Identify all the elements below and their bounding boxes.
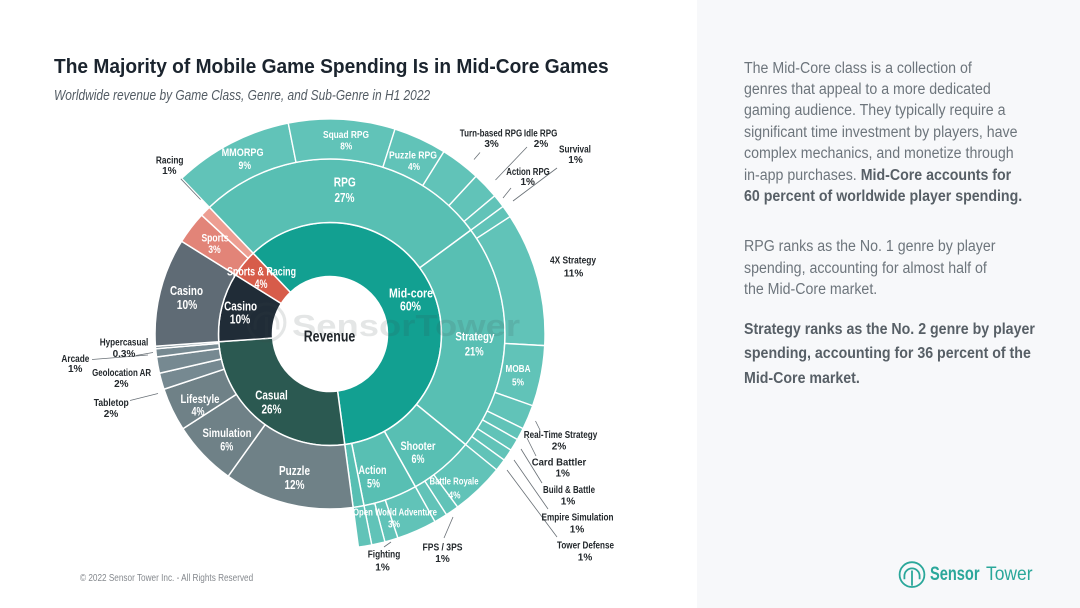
svg-text:Real-Time Strategy: Real-Time Strategy	[524, 430, 598, 441]
svg-text:Idle RPG: Idle RPG	[524, 128, 558, 139]
svg-text:9%: 9%	[239, 160, 252, 172]
svg-text:Lifestyle: Lifestyle	[181, 392, 220, 406]
svg-text:Sports & Racing: Sports & Racing	[227, 267, 296, 279]
svg-text:Tower Defense: Tower Defense	[557, 541, 614, 552]
svg-text:Build & Battle: Build & Battle	[543, 485, 595, 496]
svg-text:RPG: RPG	[334, 175, 356, 189]
svg-text:12%: 12%	[285, 478, 305, 492]
svg-text:1%: 1%	[578, 552, 593, 563]
svg-text:1%: 1%	[375, 562, 390, 573]
svg-text:Action RPG: Action RPG	[506, 167, 550, 178]
svg-text:Squad RPG: Squad RPG	[323, 129, 369, 141]
svg-text:Sensor: Sensor	[930, 563, 980, 585]
svg-text:11%: 11%	[564, 268, 584, 279]
svg-text:26%: 26%	[262, 401, 282, 416]
svg-text:Open World Adventure: Open World Adventure	[353, 507, 437, 519]
svg-text:3%: 3%	[484, 139, 499, 150]
svg-text:1%: 1%	[555, 468, 570, 479]
svg-text:6%: 6%	[220, 439, 233, 453]
svg-text:Puzzle: Puzzle	[279, 464, 310, 478]
svg-text:Shooter: Shooter	[401, 441, 436, 453]
svg-text:21%: 21%	[465, 345, 484, 359]
svg-text:6%: 6%	[412, 454, 425, 466]
svg-text:8%: 8%	[340, 141, 353, 153]
svg-text:1%: 1%	[162, 166, 177, 177]
svg-text:4%: 4%	[255, 279, 268, 291]
svg-text:1%: 1%	[568, 155, 583, 166]
svg-text:Fighting: Fighting	[368, 550, 401, 561]
svg-text:Action: Action	[359, 465, 387, 477]
svg-text:2%: 2%	[114, 379, 129, 390]
svg-text:Tabletop: Tabletop	[94, 398, 129, 409]
svg-text:Simulation: Simulation	[203, 426, 252, 440]
svg-text:60%: 60%	[400, 299, 421, 314]
svg-text:Survival: Survival	[559, 144, 591, 155]
svg-text:2%: 2%	[552, 442, 567, 453]
svg-text:1%: 1%	[520, 177, 535, 188]
svg-text:2%: 2%	[534, 139, 549, 150]
svg-text:Geolocation AR: Geolocation AR	[92, 368, 152, 379]
svg-text:5%: 5%	[512, 377, 525, 389]
svg-text:3%: 3%	[208, 244, 221, 256]
svg-text:Battle Royale: Battle Royale	[430, 476, 479, 488]
svg-text:Arcade: Arcade	[61, 354, 89, 365]
svg-text:3%: 3%	[388, 519, 401, 531]
svg-text:FPS / 3PS: FPS / 3PS	[423, 543, 463, 554]
svg-text:Casino: Casino	[224, 299, 257, 314]
svg-text:10%: 10%	[177, 297, 198, 312]
svg-text:Tower: Tower	[986, 563, 1033, 585]
svg-text:Puzzle RPG: Puzzle RPG	[389, 150, 437, 162]
svg-text:Mid-core: Mid-core	[389, 285, 433, 300]
svg-text:Casino: Casino	[170, 283, 203, 298]
svg-text:Revenue: Revenue	[304, 329, 356, 346]
svg-text:4%: 4%	[449, 489, 462, 501]
svg-text:2%: 2%	[104, 409, 119, 420]
svg-text:Card Battler: Card Battler	[532, 458, 587, 469]
svg-text:Casual: Casual	[255, 388, 288, 403]
svg-text:Hypercasual: Hypercasual	[100, 338, 149, 349]
svg-text:SensorTower: SensorTower	[292, 308, 520, 343]
svg-text:1%: 1%	[561, 496, 576, 507]
svg-text:Racing: Racing	[156, 156, 184, 167]
svg-text:MOBA: MOBA	[506, 363, 531, 375]
svg-text:4%: 4%	[192, 405, 205, 419]
svg-text:Empire Simulation: Empire Simulation	[542, 513, 614, 524]
svg-text:0.3%: 0.3%	[113, 349, 136, 360]
svg-text:4%: 4%	[408, 161, 421, 173]
svg-text:5%: 5%	[367, 479, 380, 491]
svg-text:1%: 1%	[570, 524, 585, 535]
svg-text:Strategy: Strategy	[455, 330, 494, 344]
svg-text:MMORPG: MMORPG	[222, 147, 264, 159]
svg-text:1%: 1%	[68, 364, 83, 375]
svg-text:10%: 10%	[230, 312, 251, 327]
svg-text:Turn-based RPG: Turn-based RPG	[460, 129, 523, 140]
svg-text:Sports: Sports	[202, 232, 229, 244]
svg-text:1%: 1%	[435, 554, 450, 565]
svg-text:27%: 27%	[335, 191, 355, 205]
svg-text:4X Strategy: 4X Strategy	[550, 256, 596, 267]
